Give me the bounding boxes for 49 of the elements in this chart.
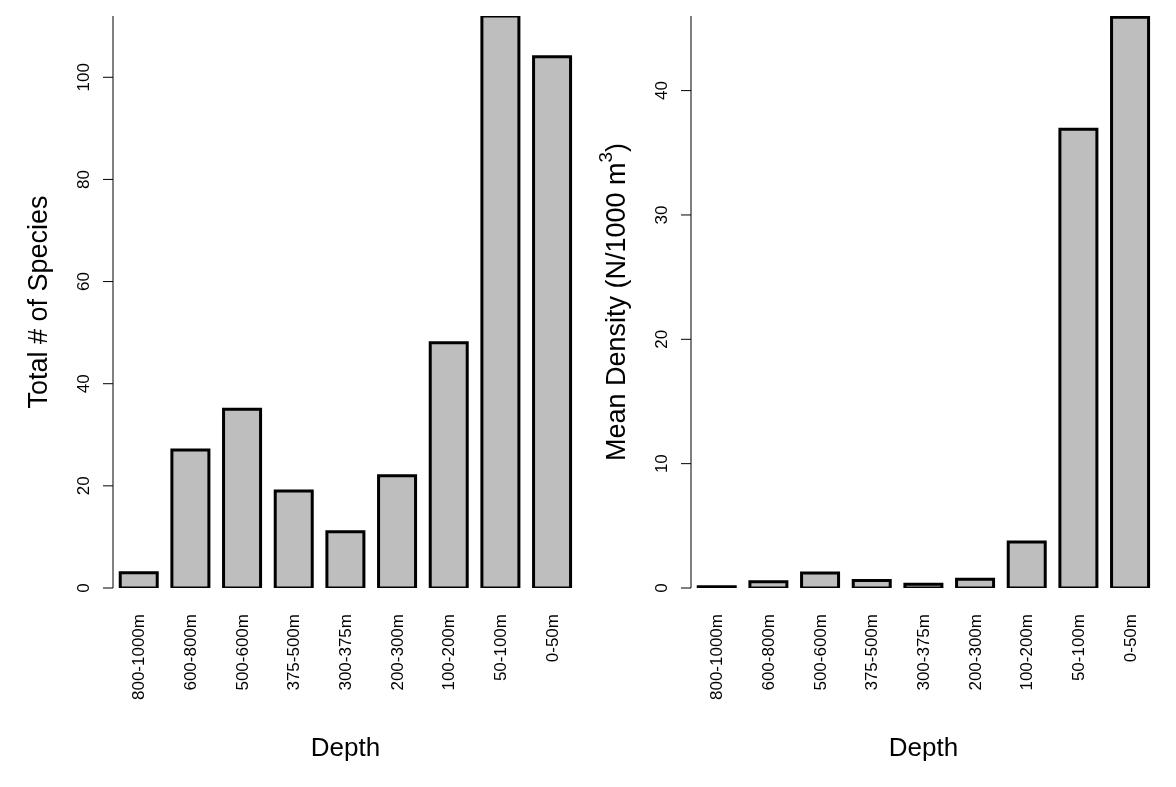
bar [118,571,159,588]
y-axis-title: Total # of Species [23,195,53,409]
x-axis-title: Depth [888,732,959,762]
bar [903,582,944,588]
x-tick-label: 300-375m [336,614,355,691]
bar [325,530,366,588]
bar [800,571,841,588]
x-tick-label: 500-600m [810,614,830,691]
bar [273,489,314,588]
x-tick-label: 0-50m [1120,614,1140,663]
x-tick-label: 300-375m [914,614,933,691]
x-tick-label: 100-200m [1017,614,1037,691]
y-tick-label: 10 [652,454,671,474]
bar [748,580,789,588]
x-tick-label: 100-200m [439,614,459,691]
x-tick-label: 500-600m [232,614,252,691]
bar [851,579,892,588]
y-tick-label: 100 [74,63,93,92]
y-tick-label: 60 [74,272,93,292]
x-tick-label: 200-300m [387,614,407,691]
y-tick-label: 30 [652,205,671,225]
x-tick-label: 600-800m [181,614,200,691]
y-tick-label: 20 [652,329,671,349]
x-tick-label: 200-300m [965,614,985,691]
bar [955,577,996,588]
bar [1058,127,1099,588]
y-tick-label: 20 [74,476,93,496]
bar [170,448,211,588]
bar [377,474,418,588]
x-tick-label: 50-100m [491,614,510,682]
x-tick-label: 375-500m [862,614,882,691]
y-tick-label: 0 [652,583,671,593]
x-tick-label: 375-500m [284,614,304,691]
bar [428,341,469,588]
bar [480,16,521,588]
x-tick-label: 800-1000m [707,614,727,701]
bar [1006,540,1047,588]
x-tick-label: 0-50m [542,614,562,663]
bar [1110,16,1151,588]
y-tick-label: 40 [652,81,671,101]
y-tick-label: 0 [74,583,93,593]
x-tick-label: 600-800m [759,614,778,691]
y-tick-label: 80 [74,169,93,189]
x-tick-label: 800-1000m [129,614,149,701]
bar [532,55,573,588]
bar [222,407,263,588]
x-tick-label: 50-100m [1069,614,1088,682]
x-axis-title: Depth [310,732,381,762]
y-tick-label: 40 [74,374,93,394]
